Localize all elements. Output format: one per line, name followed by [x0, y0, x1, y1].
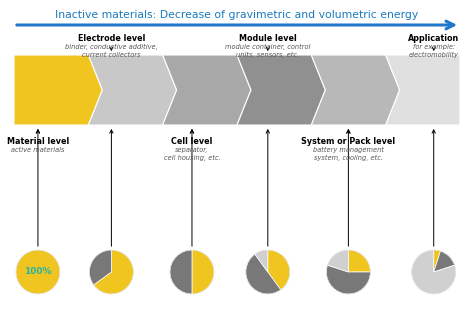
Polygon shape [237, 55, 325, 125]
Polygon shape [14, 55, 102, 125]
Text: binder, conductive additive,
current collectors: binder, conductive additive, current col… [65, 44, 158, 58]
Wedge shape [327, 265, 370, 294]
Wedge shape [328, 250, 348, 272]
Text: battery management
system, cooling, etc.: battery management system, cooling, etc. [313, 147, 384, 161]
Text: 100%: 100% [24, 268, 52, 277]
Wedge shape [170, 250, 192, 294]
Wedge shape [16, 250, 60, 294]
Text: separator,
cell housing, etc.: separator, cell housing, etc. [164, 147, 220, 161]
Wedge shape [348, 250, 370, 272]
Wedge shape [192, 250, 214, 294]
Polygon shape [163, 55, 251, 125]
Polygon shape [311, 55, 400, 125]
Text: module container, control
units, sensors, etc.: module container, control units, sensors… [225, 44, 310, 58]
Text: System or Pack level: System or Pack level [301, 137, 395, 146]
Text: Cell level: Cell level [171, 137, 213, 146]
Text: for example:
electromobility: for example: electromobility [409, 44, 459, 58]
Text: Material level: Material level [7, 137, 69, 146]
Wedge shape [90, 250, 111, 285]
Wedge shape [412, 250, 456, 294]
Wedge shape [434, 250, 440, 272]
Wedge shape [434, 251, 455, 272]
Polygon shape [88, 55, 177, 125]
Wedge shape [268, 250, 290, 290]
Wedge shape [255, 250, 268, 272]
Text: Inactive materials: Decrease of gravimetric and volumetric energy: Inactive materials: Decrease of gravimet… [55, 10, 419, 20]
Text: active materials: active materials [11, 147, 64, 153]
Text: Module level: Module level [239, 34, 297, 43]
Text: Application: Application [408, 34, 459, 43]
Wedge shape [246, 254, 281, 294]
Polygon shape [386, 55, 460, 125]
Wedge shape [93, 250, 133, 294]
Text: Electrode level: Electrode level [78, 34, 145, 43]
